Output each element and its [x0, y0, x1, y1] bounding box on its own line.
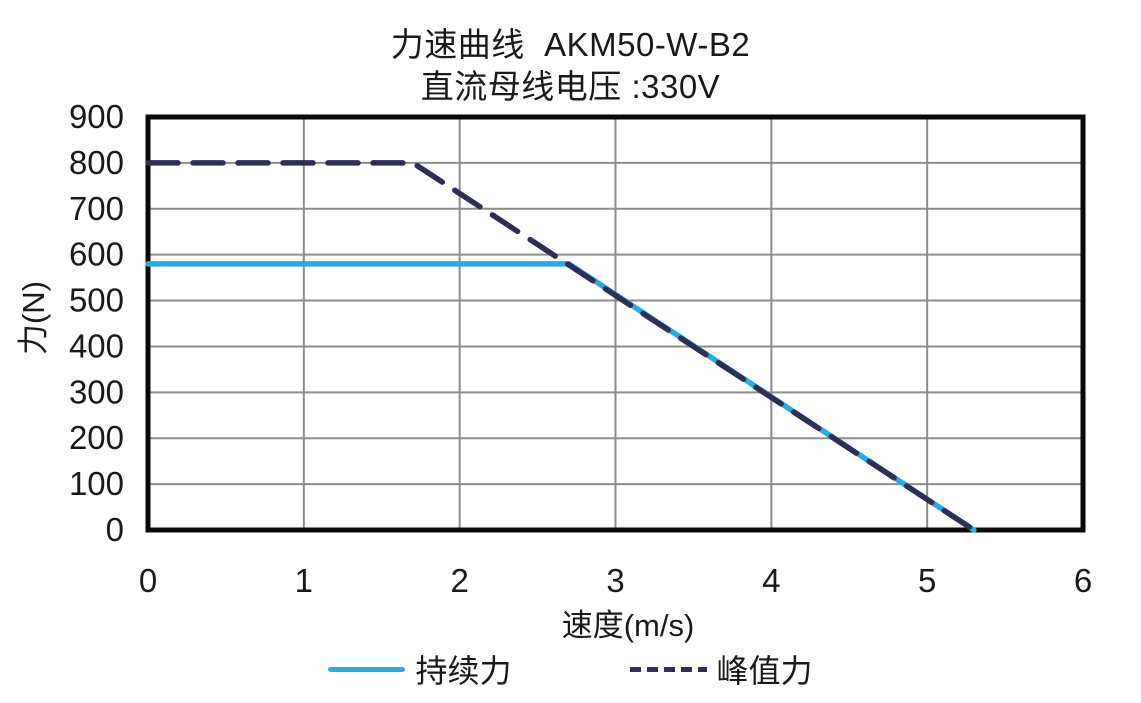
peak-force-line: [145, 160, 977, 533]
y-tick-label: 0: [106, 511, 124, 548]
y-tick-label: 900: [69, 98, 124, 135]
x-axis-title: 速度(m/s): [562, 608, 695, 643]
x-tick-label: 6: [1074, 562, 1092, 599]
plot-area: 0 100 200 300 400 500 600 700 800 900 0 1 2 3 4 5 6 速度(m/…: [16, 98, 1092, 643]
legend-item-continuous-force: 持续力: [328, 646, 512, 692]
y-tick-label: 200: [69, 419, 124, 456]
legend-item-peak-force: 峰值力: [629, 646, 813, 692]
legend-label-continuous-force: 持续力: [415, 653, 512, 689]
legend: 持续力 峰值力: [0, 643, 1141, 695]
x-tick-label: 5: [918, 562, 936, 599]
x-tick-label: 2: [450, 562, 468, 599]
chart-title: 力速曲线 AKM50-W-B2: [390, 26, 751, 63]
chart-subtitle: 直流母线电压 :330V: [420, 68, 721, 105]
y-axis-title: 力(N): [16, 281, 51, 355]
plot-border: [145, 114, 1086, 533]
x-tick-label: 3: [606, 562, 624, 599]
y-tick-label: 700: [69, 190, 124, 227]
legend-label-peak-force: 峰值力: [716, 653, 813, 689]
x-tick-label: 4: [762, 562, 780, 599]
peak-force-line-swatch: [629, 666, 707, 672]
continuous-force-line-swatch: [328, 666, 406, 672]
x-tick-label: 0: [139, 562, 157, 599]
x-tick-label: 1: [295, 562, 313, 599]
y-tick-label: 500: [69, 282, 124, 319]
y-tick-label: 400: [69, 327, 124, 364]
y-tick-label: 100: [69, 465, 124, 502]
y-tick-label: 600: [69, 236, 124, 273]
y-tick-label: 800: [69, 144, 124, 181]
y-tick-label: 300: [69, 373, 124, 410]
continuous-force-line: [145, 261, 977, 533]
